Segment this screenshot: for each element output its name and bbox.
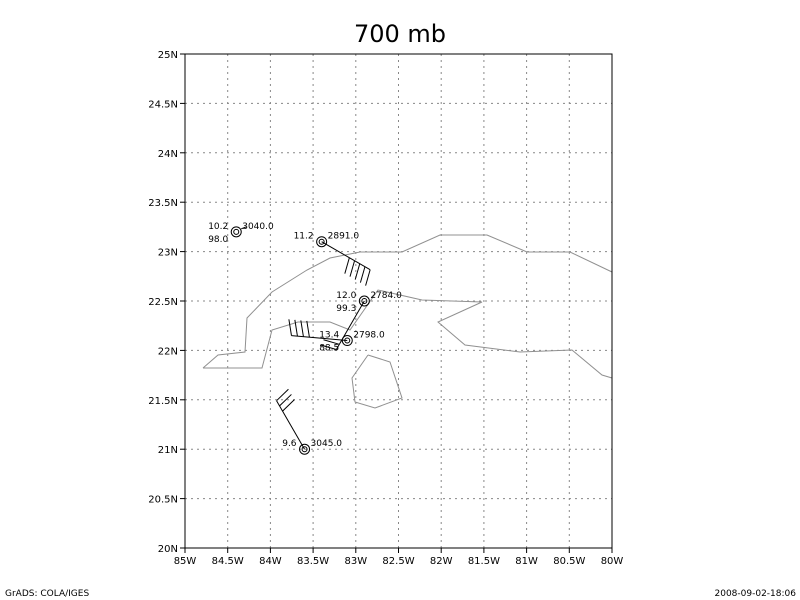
station-inner-circle — [318, 238, 325, 245]
station-circle — [230, 226, 242, 238]
station-3: 12.0 2784.0 99.3 — [320, 291, 402, 350]
station-height-label: 2798.0 — [353, 331, 385, 341]
wind-barb — [306, 320, 310, 338]
station-circle — [358, 295, 370, 307]
station-temp-label: 9.6 — [282, 439, 297, 449]
wind-barb — [288, 319, 292, 336]
axis-ticks: 85W 84.5W 84W 83.5W 83W 82.5W 82W 81.5W 81W 80.5W… — [148, 50, 623, 567]
wind-staff — [335, 300, 365, 350]
wind-barb — [354, 263, 361, 280]
wind-barb — [279, 394, 292, 407]
station-1: 10.2 3040.0 98.0 — [208, 222, 274, 245]
lat-tick-label: 22.5N — [148, 297, 178, 308]
lat-tick-label: 22N — [158, 346, 178, 357]
lat-tick-label: 23N — [158, 248, 178, 259]
station-rh-label: 99.3 — [336, 304, 356, 314]
lat-tick-label: 21.5N — [148, 396, 178, 407]
footer-left: GrADS: COLA/IGES — [5, 589, 89, 599]
wind-barb — [294, 319, 298, 337]
wind-staff — [321, 241, 371, 271]
coastline-isle-of-youth — [351, 354, 403, 409]
wind-barb — [276, 388, 289, 402]
station-circle — [316, 236, 328, 248]
footer-right: 2008-09-02-18:06 — [715, 589, 797, 599]
wind-barb — [282, 399, 295, 412]
map-title: 700 mb — [354, 20, 446, 48]
lat-tick-label: 23.5N — [148, 198, 178, 209]
wind-barb — [365, 269, 371, 286]
wind-barb — [349, 260, 356, 277]
lon-tick-label: 83.5W — [297, 556, 329, 567]
wind-barb — [359, 266, 366, 283]
station-temp-label: 10.2 — [208, 222, 228, 232]
station-4: 13.4 2798.0 88.5 — [288, 319, 385, 354]
station-circle — [299, 443, 311, 455]
wind-staff — [291, 335, 348, 342]
station-rh-label: 98.0 — [208, 235, 228, 245]
lon-tick-label: 82W — [430, 556, 453, 567]
station-temp-label: 12.0 — [336, 291, 356, 301]
lon-tick-label: 84W — [259, 556, 282, 567]
station-temp-label: 11.2 — [294, 232, 314, 242]
lon-tick-label: 80.5W — [553, 556, 585, 567]
station-height-label: 3045.0 — [311, 439, 343, 449]
wind-staff — [276, 400, 305, 450]
lon-tick-label: 80W — [601, 556, 624, 567]
wind-barb — [323, 339, 340, 345]
lon-tick-label: 82.5W — [382, 556, 414, 567]
lon-tick-label: 81W — [515, 556, 538, 567]
lat-lon-grid — [185, 54, 612, 548]
station-height-label: 2891.0 — [328, 232, 360, 242]
lat-tick-label: 21N — [158, 445, 178, 456]
station-height-label: 2784.0 — [370, 291, 402, 301]
lat-tick-label: 25N — [158, 50, 178, 61]
lat-tick-label: 24N — [158, 149, 178, 160]
lon-tick-label: 84.5W — [212, 556, 244, 567]
station-temp-label: 13.4 — [319, 331, 339, 341]
lon-tick-label: 85W — [174, 556, 197, 567]
lon-tick-label: 81.5W — [468, 556, 500, 567]
wind-barb — [344, 257, 350, 274]
station-inner-circle — [233, 228, 240, 235]
station-height-label: 3040.0 — [242, 222, 274, 232]
lat-tick-label: 20N — [158, 544, 178, 555]
station-rh-label: 88.5 — [319, 344, 339, 354]
wind-barb — [300, 320, 304, 337]
coastline — [202, 234, 613, 409]
coastline-south — [203, 289, 613, 379]
station-5: 9.6 3045.0 — [276, 388, 343, 455]
station-2: 11.2 2891.0 — [294, 232, 371, 286]
station-tick — [241, 226, 247, 230]
wind-barb — [320, 344, 337, 350]
lat-tick-label: 24.5N — [148, 99, 178, 110]
lon-tick-label: 83W — [344, 556, 367, 567]
lat-tick-label: 20.5N — [148, 495, 178, 506]
station-plots: 10.2 3040.0 98.0 11.2 2891.0 12.0 2784.0 99.3 13… — [208, 222, 402, 455]
station-inner-circle — [361, 298, 368, 304]
station-inner-circle — [301, 446, 308, 453]
